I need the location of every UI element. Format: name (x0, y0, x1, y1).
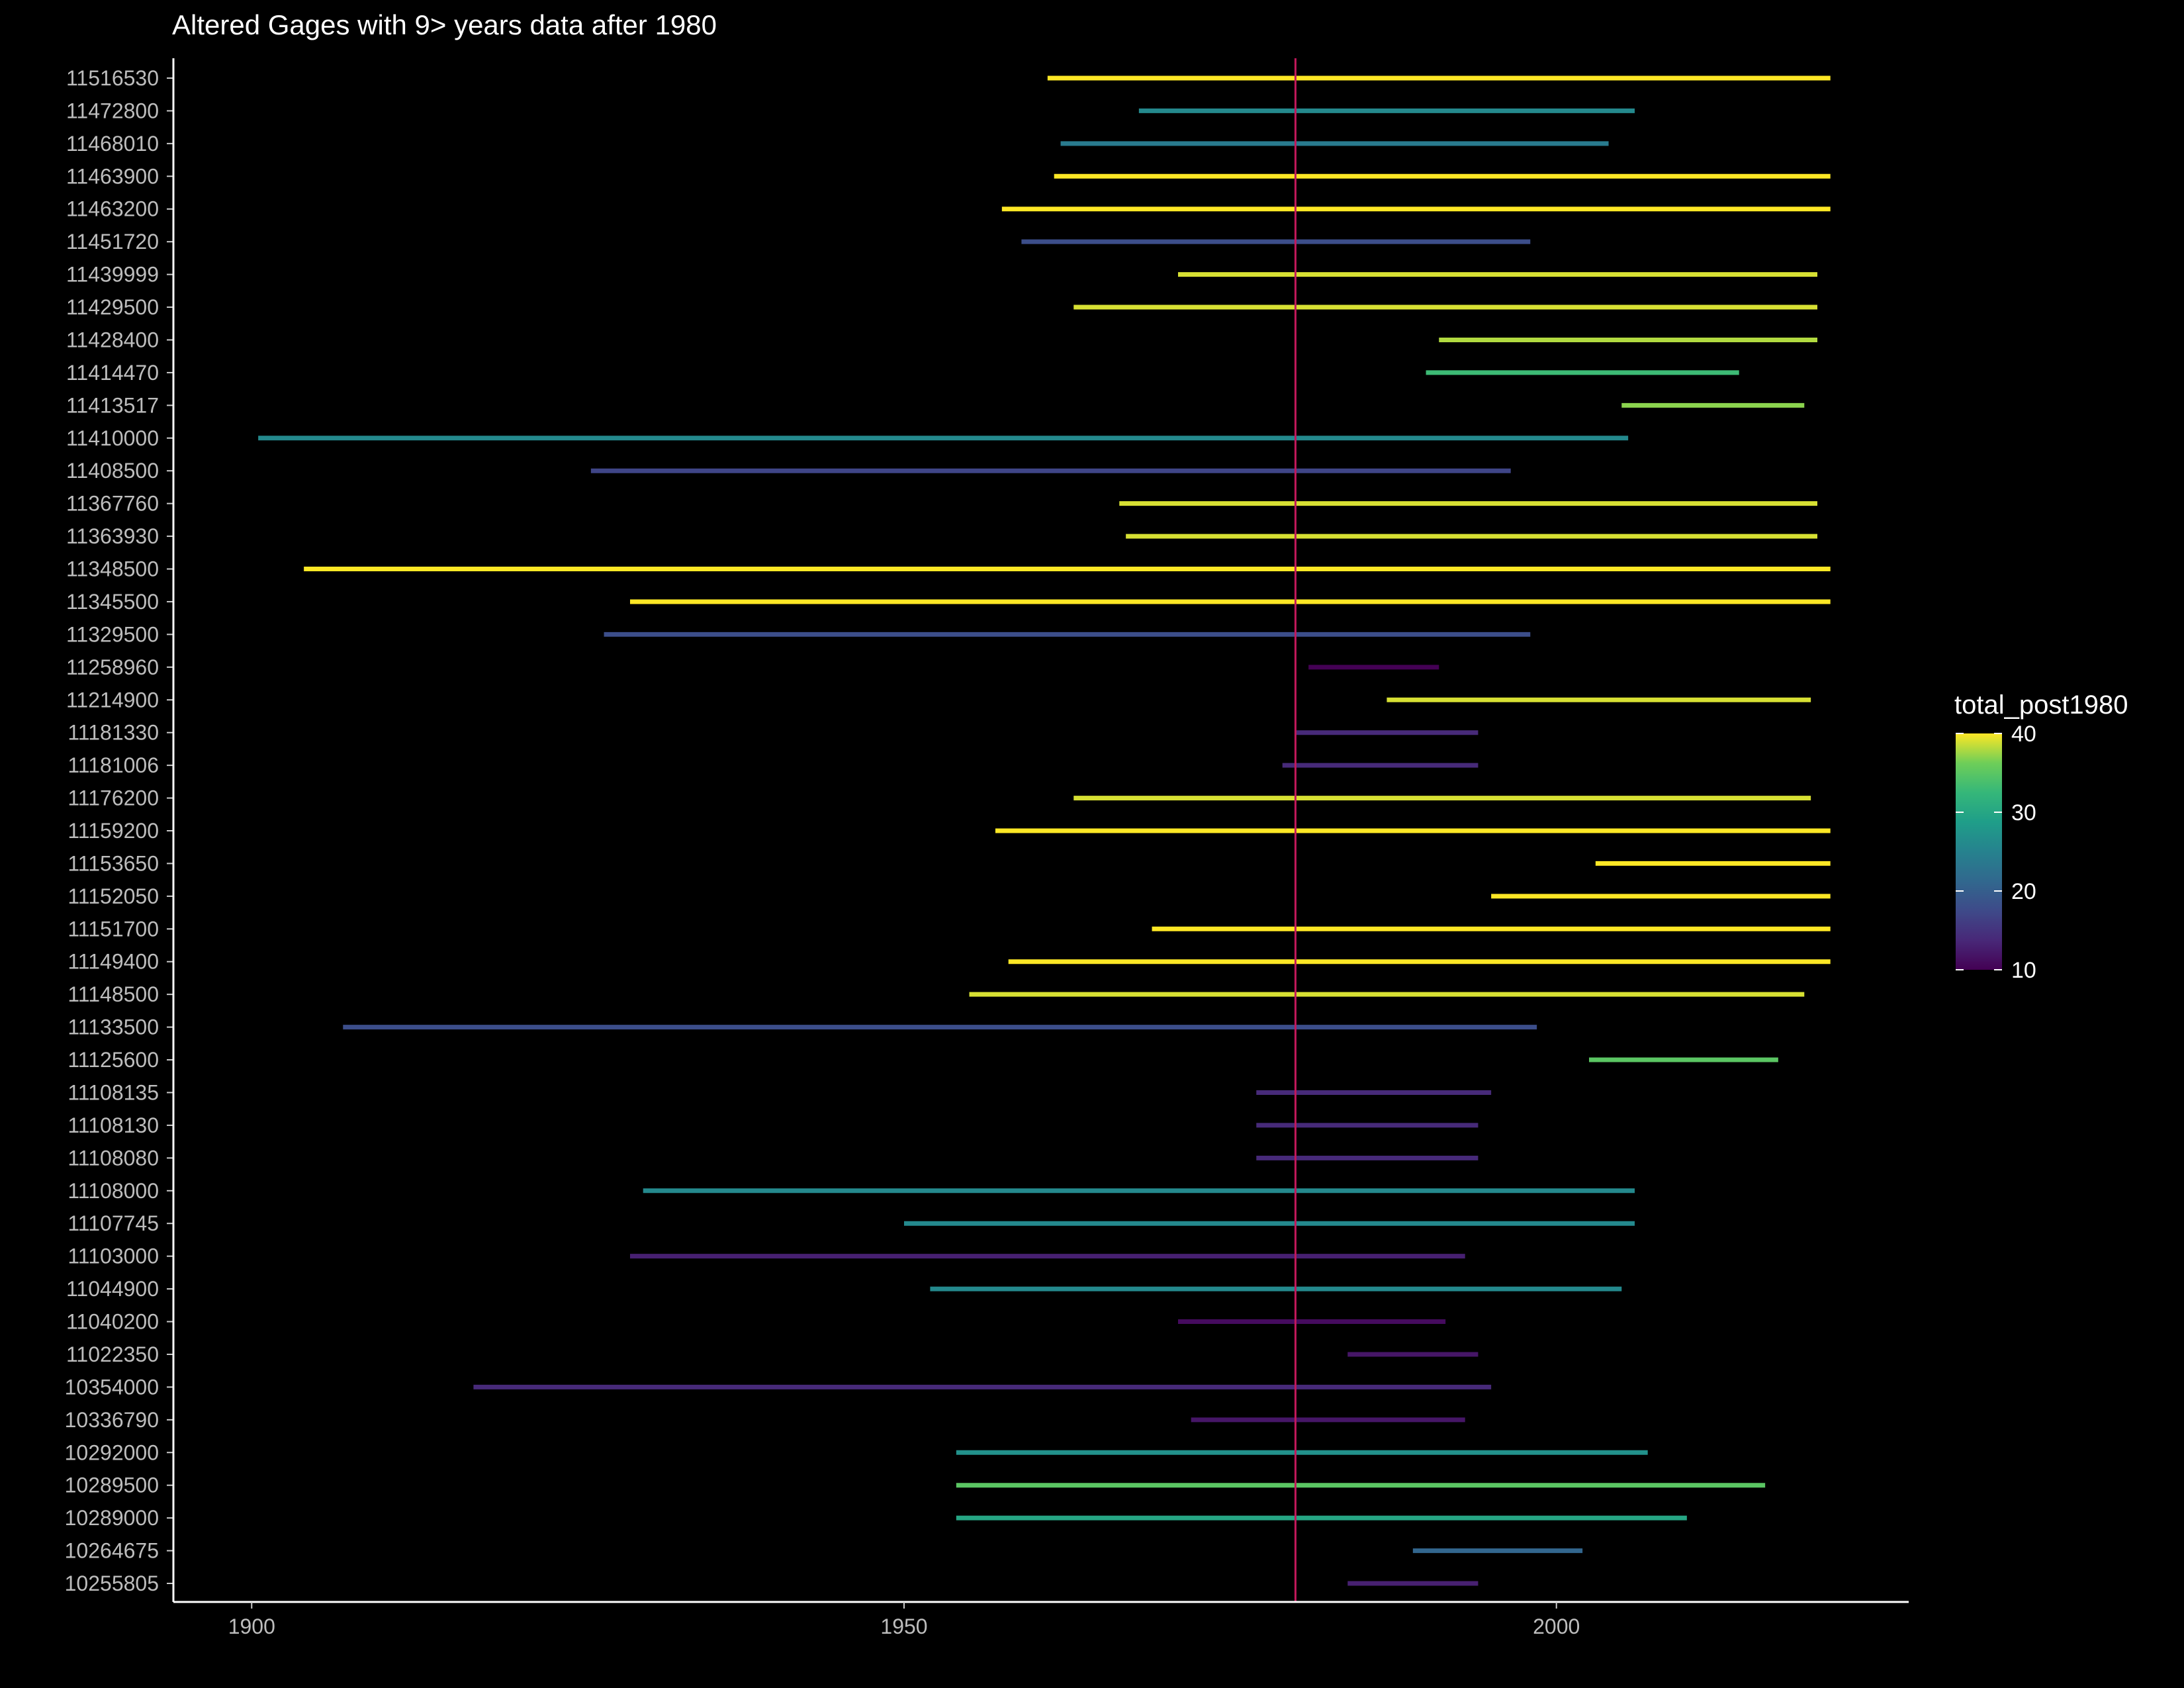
y-tick-label-11451720: 11451720 (66, 230, 159, 254)
y-tick-label-11133500: 11133500 (68, 1015, 159, 1039)
y-tick-label-11345500: 11345500 (66, 590, 159, 614)
data-layer (258, 58, 1831, 1602)
y-tick-label-11329500: 11329500 (66, 622, 159, 646)
y-tick-label-11429500: 11429500 (66, 295, 159, 319)
y-tick-label-11463200: 11463200 (66, 197, 159, 221)
y-tick-label-11408500: 11408500 (66, 459, 159, 483)
y-tick-label-11348500: 11348500 (66, 557, 159, 581)
y-tick-label-10264675: 10264675 (65, 1539, 159, 1563)
y-tick-label-10354000: 10354000 (65, 1375, 159, 1399)
y-tick-label-11468010: 11468010 (66, 132, 159, 156)
colorbar-label-20: 20 (2011, 879, 2036, 904)
y-tick-label-11363930: 11363930 (66, 524, 159, 548)
y-tick-label-11516530: 11516530 (66, 66, 159, 90)
y-tick-label-11181006: 11181006 (68, 753, 159, 777)
y-tick-label-11044900: 11044900 (66, 1277, 159, 1301)
y-tick-label-11125600: 11125600 (68, 1048, 159, 1072)
y-tick-label-11152050: 11152050 (68, 884, 159, 908)
y-tick-label-11472800: 11472800 (66, 99, 159, 122)
colorbar-label-10: 10 (2011, 958, 2036, 983)
x-tick-label-1950: 1950 (880, 1615, 927, 1638)
y-tick-label-11214900: 11214900 (66, 688, 159, 712)
y-tick-label-11258960: 11258960 (66, 655, 159, 679)
x-tick-label-1900: 1900 (228, 1615, 275, 1638)
y-tick-label-10336790: 10336790 (65, 1408, 159, 1432)
y-tick-label-11463900: 11463900 (66, 164, 159, 188)
y-tick-label-11367760: 11367760 (66, 492, 159, 516)
y-tick-label-11103000: 11103000 (68, 1244, 159, 1268)
legend-title: total_post1980 (1954, 690, 2128, 720)
y-tick-label-11181330: 11181330 (68, 721, 159, 745)
y-tick-label-11410000: 11410000 (66, 426, 159, 450)
y-tick-label-11108135: 11108135 (68, 1080, 159, 1104)
colorbar-label-30: 30 (2011, 800, 2036, 825)
colorbar-label-40: 40 (2011, 722, 2036, 747)
y-tick-label-11176200: 11176200 (68, 786, 159, 810)
y-tick-label-11108130: 11108130 (68, 1113, 159, 1137)
y-tick-label-11151700: 11151700 (68, 917, 159, 941)
y-tick-label-11413517: 11413517 (66, 393, 159, 417)
y-tick-label-11159200: 11159200 (68, 819, 159, 843)
axes-layer: 11516530 11472800 11468010 11463900 11463200… (65, 58, 1909, 1638)
y-tick-label-11414470: 11414470 (66, 361, 159, 385)
y-tick-label-11428400: 11428400 (66, 328, 159, 352)
y-tick-label-11107745: 11107745 (68, 1211, 159, 1235)
y-tick-label-11439999: 11439999 (66, 263, 159, 287)
y-tick-label-10289500: 10289500 (65, 1474, 159, 1497)
y-tick-label-11153650: 11153650 (68, 851, 159, 875)
y-tick-label-10289000: 10289000 (65, 1506, 159, 1530)
y-tick-label-11108000: 11108000 (68, 1179, 159, 1203)
y-tick-label-11040200: 11040200 (66, 1310, 159, 1334)
y-tick-label-11149400: 11149400 (68, 950, 159, 974)
x-tick-label-2000: 2000 (1533, 1615, 1580, 1638)
legend: total_post1980 10 20 30 40 (1954, 690, 2128, 983)
y-tick-label-10255805: 10255805 (65, 1571, 159, 1595)
y-tick-label-10292000: 10292000 (65, 1440, 159, 1464)
y-tick-label-11148500: 11148500 (68, 982, 159, 1006)
colorbar (1956, 733, 2002, 970)
y-tick-label-11022350: 11022350 (66, 1342, 159, 1366)
chart-title: Altered Gages with 9> years data after 1… (172, 9, 717, 40)
y-tick-label-11108080: 11108080 (68, 1146, 159, 1170)
